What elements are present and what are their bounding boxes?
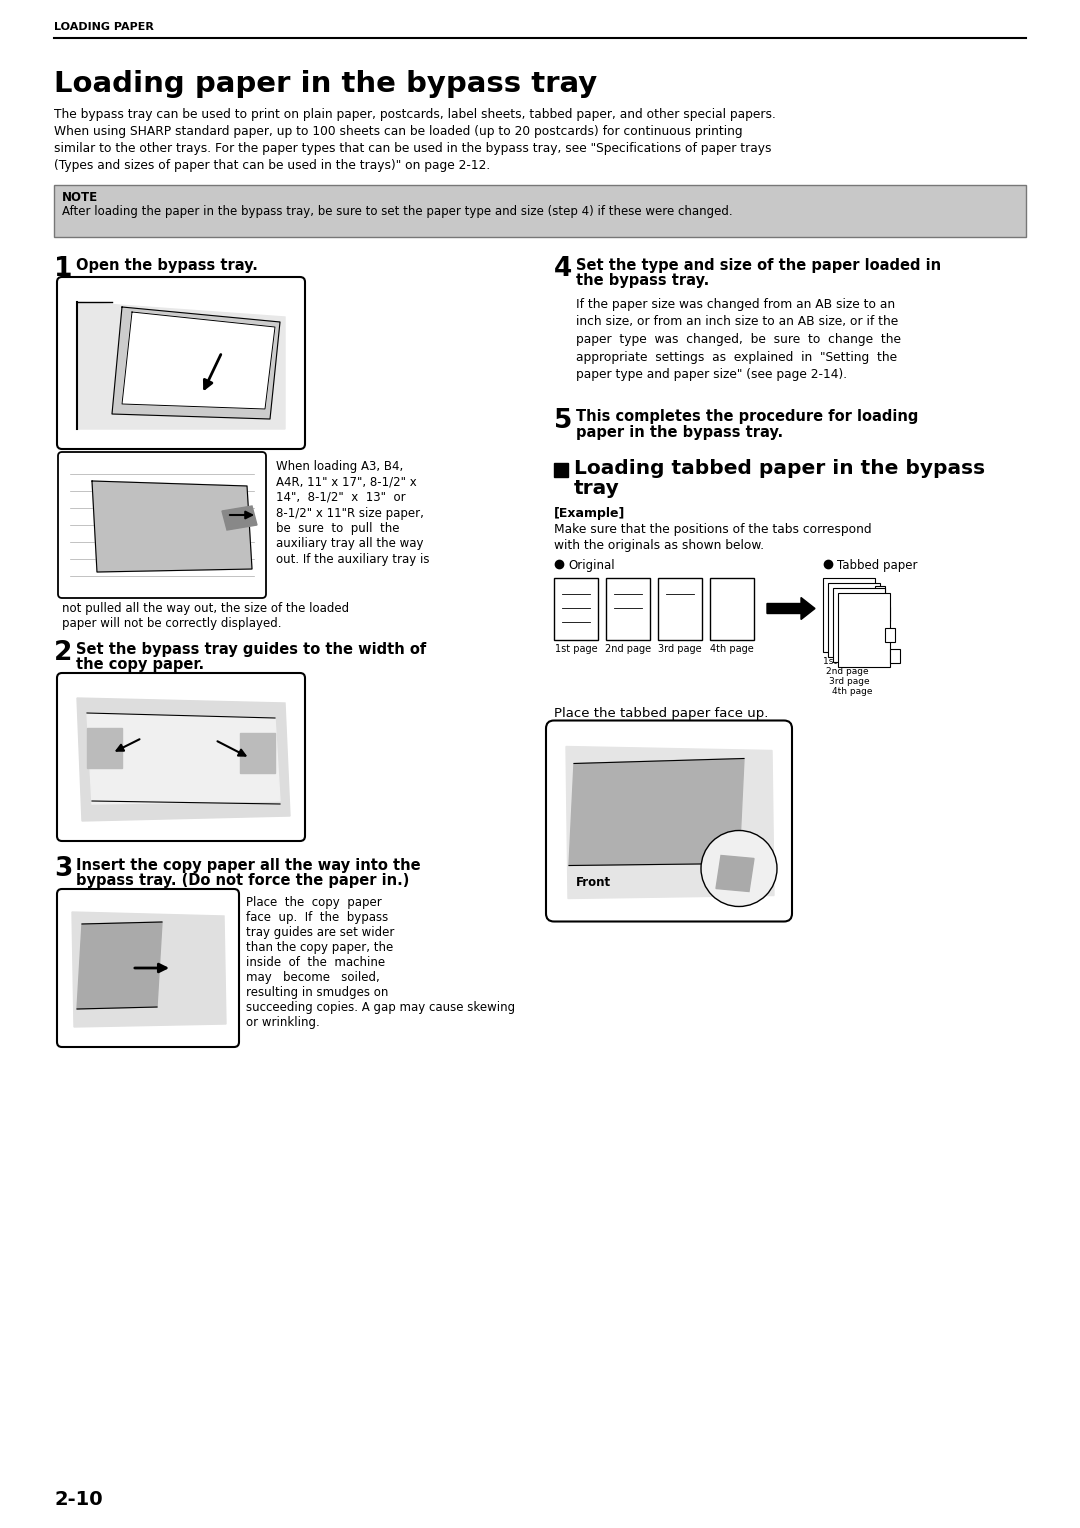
Bar [823, 578, 875, 651]
Text: 1: 1 [54, 257, 72, 283]
Text: Front: Front [576, 876, 611, 888]
Polygon shape [72, 912, 226, 1027]
Text: When loading A3, B4,: When loading A3, B4, [276, 460, 403, 474]
Polygon shape [767, 597, 815, 619]
Text: 2nd page: 2nd page [826, 668, 868, 677]
Text: not pulled all the way out, the size of the loaded: not pulled all the way out, the size of … [62, 602, 349, 614]
Circle shape [701, 831, 777, 906]
Text: the bypass tray.: the bypass tray. [576, 274, 710, 287]
Polygon shape [122, 312, 275, 410]
Text: with the originals as shown below.: with the originals as shown below. [554, 539, 765, 553]
Bar [875, 585, 885, 599]
Text: 2-10: 2-10 [54, 1490, 103, 1510]
Text: 3: 3 [54, 856, 72, 882]
FancyBboxPatch shape [57, 277, 305, 449]
Text: inch size, or from an inch size to an AB size, or if the: inch size, or from an inch size to an AB… [576, 315, 899, 329]
Text: 8-1/2" x 11"R size paper,: 8-1/2" x 11"R size paper, [276, 506, 423, 520]
Text: 3rd page: 3rd page [658, 643, 702, 654]
Bar [885, 628, 895, 642]
Text: (Types and sizes of paper that can be used in the trays)" on page 2-12.: (Types and sizes of paper that can be us… [54, 159, 490, 173]
Text: Set the type and size of the paper loaded in: Set the type and size of the paper loade… [576, 258, 941, 274]
Polygon shape [716, 856, 754, 891]
Polygon shape [77, 921, 162, 1008]
Text: 2nd page: 2nd page [605, 643, 651, 654]
Polygon shape [87, 727, 122, 769]
Text: out. If the auxiliary tray is: out. If the auxiliary tray is [276, 553, 430, 565]
Text: bypass tray. (Do not force the paper in.): bypass tray. (Do not force the paper in.… [76, 872, 409, 888]
Text: succeeding copies. A gap may cause skewing: succeeding copies. A gap may cause skewi… [246, 1001, 515, 1015]
Text: 1st page: 1st page [823, 657, 863, 666]
FancyBboxPatch shape [57, 672, 305, 840]
Text: the copy paper.: the copy paper. [76, 657, 204, 672]
Bar [606, 578, 650, 640]
Text: be  sure  to  pull  the: be sure to pull the [276, 523, 400, 535]
Text: Original: Original [568, 559, 615, 573]
Text: Loading paper in the bypass tray: Loading paper in the bypass tray [54, 70, 597, 98]
Text: [Example]: [Example] [554, 507, 625, 521]
Polygon shape [92, 481, 252, 571]
Text: than the copy paper, the: than the copy paper, the [246, 941, 393, 953]
Text: paper will not be correctly displayed.: paper will not be correctly displayed. [62, 617, 282, 630]
FancyBboxPatch shape [546, 721, 792, 921]
Text: Front side: Front side [827, 585, 875, 596]
Polygon shape [77, 303, 285, 429]
Polygon shape [240, 733, 275, 773]
FancyBboxPatch shape [58, 452, 266, 597]
Text: NOTE: NOTE [62, 191, 98, 205]
Text: tray: tray [573, 480, 620, 498]
Text: 4th page: 4th page [711, 643, 754, 654]
Text: 5: 5 [554, 408, 572, 434]
Text: Make sure that the positions of the tabs correspond: Make sure that the positions of the tabs… [554, 524, 872, 536]
Polygon shape [87, 714, 280, 804]
FancyBboxPatch shape [57, 889, 239, 1047]
Text: resulting in smudges on: resulting in smudges on [246, 986, 389, 999]
Bar [554, 463, 568, 477]
Bar [880, 607, 890, 620]
Text: 14",  8-1/2"  x  13"  or: 14", 8-1/2" x 13" or [276, 490, 406, 504]
Text: When using SHARP standard paper, up to 100 sheets can be loaded (up to 20 postca: When using SHARP standard paper, up to 1… [54, 125, 743, 138]
Text: After loading the paper in the bypass tray, be sure to set the paper type and si: After loading the paper in the bypass tr… [62, 205, 732, 219]
Polygon shape [112, 307, 280, 419]
Text: Open the bypass tray.: Open the bypass tray. [76, 258, 258, 274]
Text: face  up.  If  the  bypass: face up. If the bypass [246, 911, 388, 924]
Text: LOADING PAPER: LOADING PAPER [54, 21, 153, 32]
Text: Tabbed paper: Tabbed paper [837, 559, 918, 573]
Text: 2: 2 [54, 640, 72, 666]
Polygon shape [77, 698, 291, 821]
Text: 1st page: 1st page [555, 643, 597, 654]
Text: Place the tabbed paper face up.: Place the tabbed paper face up. [554, 706, 768, 720]
Text: paper type and paper size" (see page 2-14).: paper type and paper size" (see page 2-1… [576, 368, 847, 380]
Bar [890, 648, 900, 663]
Bar [833, 587, 885, 662]
Text: inside  of  the  machine: inside of the machine [246, 957, 386, 969]
Text: Loading tabbed paper in the bypass: Loading tabbed paper in the bypass [573, 460, 985, 478]
Text: paper in the bypass tray.: paper in the bypass tray. [576, 425, 783, 440]
Polygon shape [566, 747, 774, 898]
Text: A4R, 11" x 17", 8-1/2" x: A4R, 11" x 17", 8-1/2" x [276, 475, 417, 489]
Text: similar to the other trays. For the paper types that can be used in the bypass t: similar to the other trays. For the pape… [54, 142, 771, 154]
Polygon shape [222, 506, 257, 530]
Text: appropriate  settings  as  explained  in  "Setting  the: appropriate settings as explained in "Se… [576, 350, 897, 364]
Bar [828, 582, 880, 657]
Text: paper  type  was  changed,  be  sure  to  change  the: paper type was changed, be sure to chang… [576, 333, 901, 345]
Bar [658, 578, 702, 640]
Bar [554, 578, 598, 640]
Bar [710, 578, 754, 640]
Text: Set the bypass tray guides to the width of: Set the bypass tray guides to the width … [76, 642, 427, 657]
Text: tray guides are set wider: tray guides are set wider [246, 926, 394, 940]
Text: auxiliary tray all the way: auxiliary tray all the way [276, 538, 423, 550]
Text: 4: 4 [554, 257, 572, 283]
Text: This completes the procedure for loading: This completes the procedure for loading [576, 410, 918, 425]
Text: The bypass tray can be used to print on plain paper, postcards, label sheets, ta: The bypass tray can be used to print on … [54, 108, 775, 121]
Text: 4th page: 4th page [832, 688, 873, 697]
Text: or wrinkling.: or wrinkling. [246, 1016, 320, 1028]
Text: may   become   soiled,: may become soiled, [246, 970, 380, 984]
Text: 3rd page: 3rd page [829, 677, 869, 686]
Text: If the paper size was changed from an AB size to an: If the paper size was changed from an AB… [576, 298, 895, 312]
Bar [54, 185, 1026, 237]
Polygon shape [569, 758, 744, 865]
Text: Place  the  copy  paper: Place the copy paper [246, 895, 381, 909]
Text: Insert the copy paper all the way into the: Insert the copy paper all the way into t… [76, 859, 420, 872]
Bar [838, 593, 890, 666]
